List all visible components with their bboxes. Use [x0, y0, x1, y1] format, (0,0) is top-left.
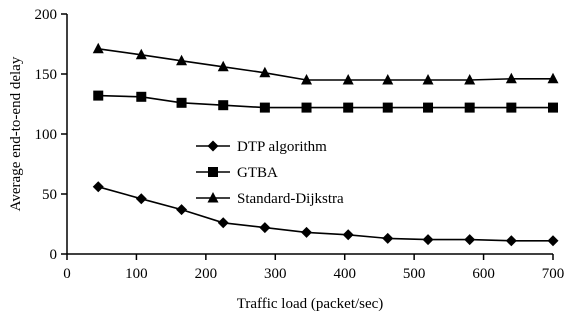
data-point — [259, 66, 271, 78]
legend-label: GTBA — [237, 165, 278, 181]
data-point — [92, 42, 104, 54]
y-tick-label: 0 — [50, 247, 58, 263]
data-point — [92, 181, 104, 193]
legend-item: GTBA — [196, 165, 278, 181]
series-line — [98, 94, 553, 109]
legend-marker — [207, 192, 219, 203]
series-line — [98, 48, 553, 81]
data-point — [506, 102, 517, 113]
data-point — [423, 102, 434, 113]
data-point — [217, 60, 229, 72]
legend-label: DTP algorithm — [237, 139, 327, 155]
y-axis-title: Average end-to-end delay — [8, 56, 24, 211]
data-point — [218, 100, 229, 111]
legend-marker — [208, 167, 218, 177]
data-point — [505, 235, 517, 247]
data-point — [464, 102, 475, 113]
data-point — [342, 74, 354, 85]
data-point — [422, 234, 434, 246]
data-point — [342, 229, 354, 241]
y-tick-label: 100 — [35, 127, 58, 143]
legend-label: Standard-Dijkstra — [237, 191, 344, 207]
x-tick-label: 500 — [403, 266, 426, 282]
data-point — [176, 97, 187, 108]
data-point — [547, 235, 559, 247]
y-ticks: 0 50 100 150 200 — [35, 7, 67, 263]
data-point — [343, 102, 354, 113]
x-tick-label: 600 — [472, 266, 495, 282]
data-point — [135, 48, 147, 60]
data-point — [176, 204, 188, 216]
y-tick-label: 200 — [35, 7, 58, 23]
data-point — [259, 102, 270, 113]
legend-item: Standard-Dijkstra — [196, 191, 344, 207]
x-tick-label: 200 — [195, 266, 218, 282]
y-tick-label: 50 — [42, 187, 57, 203]
y-tick-label: 150 — [35, 67, 58, 83]
data-point — [464, 74, 476, 85]
data-point — [464, 234, 476, 246]
axes — [66, 14, 553, 255]
series-diamond — [92, 181, 559, 247]
data-point — [136, 91, 147, 102]
data-point — [382, 232, 394, 244]
series-square — [93, 90, 558, 113]
data-point — [217, 217, 229, 229]
data-point — [259, 222, 271, 234]
legend-item: DTP algorithm — [196, 139, 327, 155]
x-tick-label: 400 — [333, 266, 356, 282]
x-ticks: 0 100 200 300 400 500 600 700 — [63, 254, 564, 282]
data-point — [547, 72, 559, 84]
data-point — [176, 54, 188, 66]
x-tick-label: 300 — [264, 266, 287, 282]
data-point — [93, 90, 104, 101]
data-point — [505, 72, 517, 84]
data-point — [301, 102, 312, 113]
x-tick-label: 100 — [125, 266, 148, 282]
data-point — [301, 226, 313, 238]
data-point — [382, 74, 394, 85]
x-axis-title: Traffic load (packet/sec) — [237, 296, 384, 312]
data-point — [382, 102, 393, 113]
legend-marker — [207, 140, 219, 152]
x-tick-label: 0 — [63, 266, 71, 282]
data-point — [548, 102, 558, 113]
data-point — [422, 74, 434, 85]
series-triangle — [92, 42, 559, 85]
data-point — [301, 74, 313, 85]
series-line — [98, 186, 553, 242]
plot-area — [92, 42, 559, 247]
x-tick-label: 700 — [542, 266, 565, 282]
data-point — [135, 193, 147, 205]
legend: DTP algorithm GTBA Standard-Dijkstra — [196, 139, 344, 207]
